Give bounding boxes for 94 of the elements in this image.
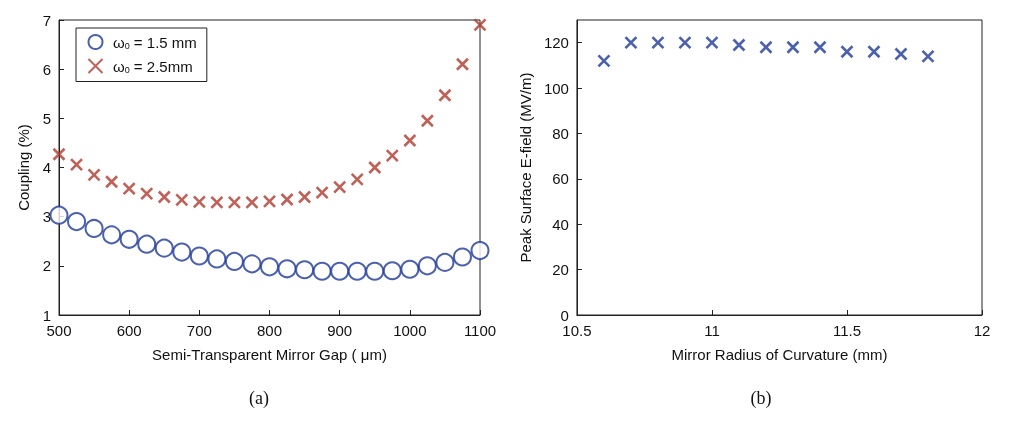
point [280,192,294,207]
x-tick-label: 11.5 [832,322,862,339]
x-axis-title: Semi-Transparent Mirror Gap ( μm) [152,346,387,363]
point [297,190,312,204]
point [312,261,332,281]
point [840,44,854,59]
point [382,261,402,281]
text: (b) [750,388,772,409]
y-tick-label: 5 [42,109,51,127]
point [84,218,104,238]
point [332,180,347,194]
point [52,147,66,162]
point [192,195,207,209]
point [400,259,420,279]
point [315,185,329,200]
point [224,251,244,271]
point [242,254,262,274]
point [786,40,800,55]
x-tick-label: 700 [186,322,212,339]
y-tick-label: 7 [42,11,51,29]
point [813,40,827,55]
point [172,242,192,262]
y-tick-label: 100 [543,79,569,97]
text: (a) [249,388,269,409]
x-tick-label: 900 [327,322,353,339]
y-tick-label: 3 [42,208,51,226]
x-tick-label: 1000 [393,322,427,339]
point [385,148,400,163]
x-tick-label: 12 [973,322,991,339]
point [87,168,101,182]
point [174,193,189,207]
point [137,234,157,254]
point [455,57,470,72]
x-tick-label: 1100 [463,322,497,339]
y-tick-label: 60 [552,170,569,188]
y-axis-title: Coupling (%) [15,124,32,211]
point [350,172,365,187]
y-tick-label: 1 [42,306,51,324]
point [403,133,417,148]
y-tick-label: 0 [560,306,569,324]
y-tick-label: 4 [42,159,51,176]
point [438,88,452,103]
x-tick-label: 600 [116,322,142,339]
point [678,35,692,50]
point [651,35,665,50]
point [624,35,638,50]
point [420,113,435,128]
point [260,257,279,277]
point [122,181,136,196]
point [277,259,297,279]
point [473,18,487,32]
point [435,252,455,272]
point [894,47,908,61]
point [102,225,122,245]
x-tick-label: 500 [46,322,72,339]
point [207,249,227,269]
y-tick-label: 20 [552,261,569,279]
point [189,246,209,266]
point [104,174,119,189]
point [139,186,154,201]
x-axis-title: Mirror Radius of Curvature (mm) [671,346,888,363]
point [367,160,382,175]
y-tick-label: 80 [552,124,569,142]
point [867,44,881,59]
point [67,212,87,232]
point [262,194,277,209]
x-tick-label: 800 [256,322,283,339]
point [119,229,139,249]
point [365,261,385,281]
point [227,195,242,210]
point [157,190,172,204]
y-tick-label: 120 [543,34,569,52]
point [330,261,350,281]
point [470,241,490,261]
point [759,40,773,55]
point [154,238,174,258]
point [245,195,259,210]
x-tick-label: 11 [704,322,720,339]
point [49,205,69,225]
point [347,261,367,281]
point [69,157,84,172]
point [452,247,472,267]
point [732,38,746,52]
y-tick-label: 6 [42,60,51,78]
point [921,49,935,64]
point [597,54,611,68]
y-tick-label: 40 [552,215,569,233]
point [295,260,315,280]
y-tick-label: 2 [42,257,51,275]
point [417,256,437,276]
y-axis-title: Peak Surface E-field (MV/m) [517,72,534,263]
x-tick-label: 10.5 [562,322,592,339]
point [705,35,719,50]
point [210,195,224,210]
